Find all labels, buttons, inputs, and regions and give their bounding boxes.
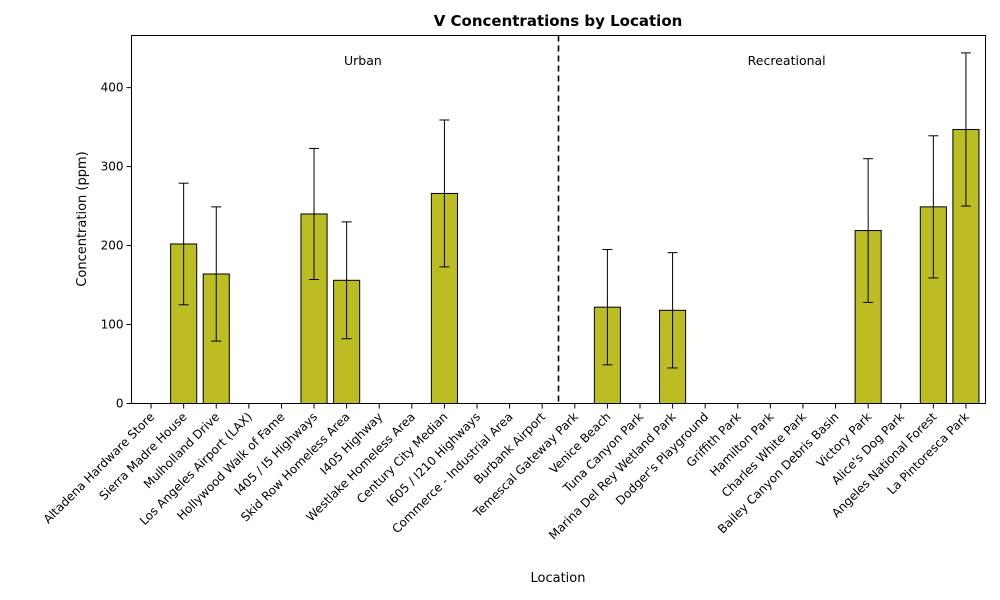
group-label: Urban xyxy=(344,53,382,68)
plot-frame xyxy=(131,35,986,404)
x-axis-label: Location xyxy=(531,571,586,586)
y-tick-label: 100 xyxy=(101,318,124,332)
group-label: Recreational xyxy=(748,53,826,68)
chart-title: V Concentrations by Location xyxy=(434,12,683,30)
bar xyxy=(170,243,198,404)
y-tick-label: 200 xyxy=(101,239,124,253)
y-tick-label: 300 xyxy=(101,160,124,174)
y-tick-label: 0 xyxy=(116,397,124,411)
y-axis-label: Concentration (ppm) xyxy=(75,151,90,286)
y-tick-label: 400 xyxy=(101,81,124,95)
